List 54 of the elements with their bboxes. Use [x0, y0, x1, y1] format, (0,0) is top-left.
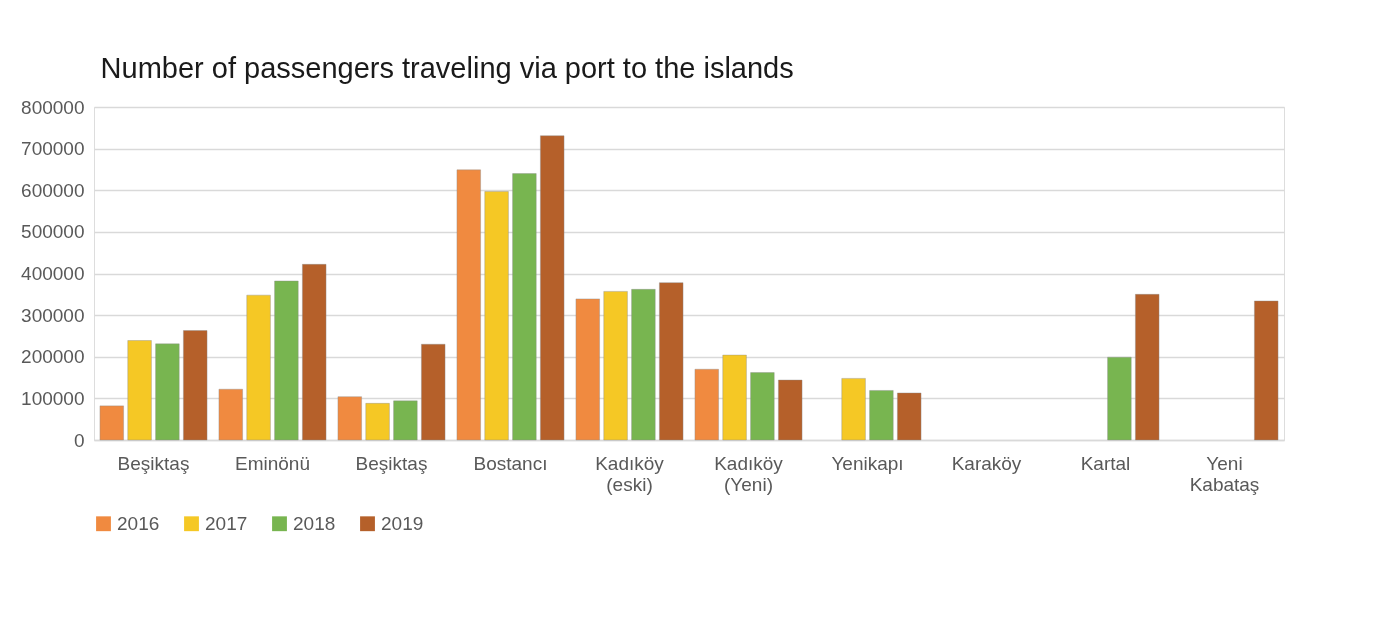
y-tick-label: 100000 [21, 387, 85, 409]
bar [603, 291, 628, 441]
bar [218, 389, 243, 441]
legend-label: 2018 [293, 512, 336, 534]
x-tick-label: Kartal [1080, 452, 1131, 474]
bar [694, 369, 719, 441]
x-tick-label: Eminönü [235, 452, 310, 474]
bar [183, 330, 208, 441]
bar [302, 264, 327, 441]
legend-label: 2016 [117, 512, 160, 534]
bar [869, 390, 894, 441]
chart-title: Number of passengers traveling via port to the islands [100, 52, 794, 84]
bar [155, 343, 180, 441]
y-tick-label: 0 [73, 429, 85, 451]
bar [127, 340, 152, 441]
legend-label: 2019 [381, 512, 424, 534]
bar [484, 191, 509, 441]
bar [575, 298, 600, 441]
x-tick-label: Kadıköy (Yeni) [714, 452, 784, 495]
bar [722, 354, 747, 441]
bar [337, 396, 362, 441]
bar [897, 392, 922, 441]
y-tick-label: 700000 [21, 138, 85, 160]
x-tick-label: Bostancı [473, 452, 548, 474]
y-tick-label: 500000 [21, 221, 85, 243]
bar [540, 135, 565, 441]
bar [421, 344, 446, 441]
bar [841, 378, 866, 441]
bar [365, 403, 390, 441]
legend-label: 2017 [205, 512, 248, 534]
y-tick-label: 800000 [21, 96, 85, 118]
bar [274, 280, 299, 441]
bar [512, 173, 537, 441]
bar [659, 282, 684, 441]
x-tick-label: Beşiktaş [355, 452, 428, 474]
bar [1135, 294, 1160, 441]
x-tick-label: Karaköy [951, 452, 1022, 474]
bar [750, 372, 775, 441]
bar [393, 400, 418, 441]
bar [456, 169, 481, 441]
y-tick-label: 200000 [21, 346, 85, 368]
x-tick-label: Beşiktaş [117, 452, 190, 474]
x-tick-label: Kadıköy (eski) [595, 452, 665, 495]
y-tick-label: 600000 [21, 179, 85, 201]
bar [1254, 300, 1279, 441]
bar [1107, 356, 1132, 441]
bar [631, 289, 656, 441]
y-tick-label: 400000 [21, 263, 85, 284]
x-tick-label: Yenikapı [831, 452, 904, 474]
bar [99, 405, 124, 441]
bar [246, 294, 271, 441]
x-tick-label: Yeni Kabataş [1189, 452, 1260, 495]
y-tick-label: 300000 [21, 304, 85, 326]
bar [778, 379, 803, 441]
